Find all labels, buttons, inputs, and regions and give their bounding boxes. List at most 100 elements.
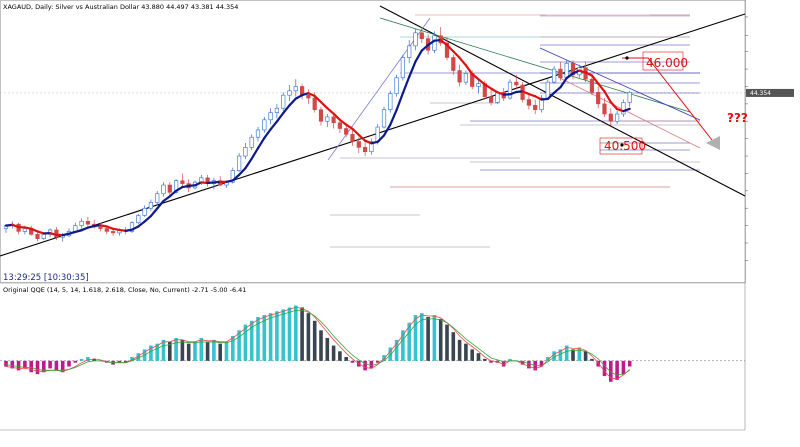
histogram-bar [225,342,229,361]
ma-segment [258,138,264,148]
price-candles [4,27,631,242]
candle-body [256,130,260,137]
ma-segment [611,102,617,109]
histogram-bar [464,344,468,361]
histogram-bar [622,361,626,374]
histogram-bar [578,347,582,360]
candle-body [628,92,632,102]
candle-body [420,33,424,39]
indicator-header: Original QQE (14, 5, 14, 1.618, 2.618, C… [3,286,246,294]
question-annotation: ??? [727,111,748,125]
ma-segment [151,209,157,217]
histogram-bar [376,361,380,363]
ma-segment [460,58,466,66]
histogram-bar [4,361,8,367]
candle-body [244,147,248,156]
candle-body [319,110,323,122]
candle-body [363,147,367,151]
candle-body [168,185,172,192]
histogram-bar [571,349,575,360]
ma-segment [277,113,283,121]
histogram-bar [483,359,487,361]
histogram-bar [181,340,185,361]
candle-body [477,84,481,87]
ma-segment [453,51,459,57]
candle-body [23,229,27,232]
histogram-bar [80,359,84,361]
ma-segment [245,159,251,169]
candle-body [414,33,418,46]
candle-body [533,105,537,109]
candle-body [401,57,405,77]
anchor-point [625,56,628,59]
ma-segment [416,51,422,62]
histogram-bar [237,330,241,361]
histogram-bar [433,315,437,361]
histogram-bar [313,321,317,361]
histogram-bar [48,361,52,369]
trend-lines [0,6,745,256]
histogram-bar [439,319,443,361]
histogram-bar [200,338,204,361]
candle-body [80,221,84,225]
histogram-bar [300,307,304,360]
candle-body [263,120,267,130]
qqe-fast-line [6,307,630,379]
candle-body [344,129,348,135]
ma-segment [321,102,327,108]
candle-body [527,100,531,106]
ma-segment [290,99,296,106]
candle-body [326,117,330,121]
candle-body [42,234,46,238]
histogram-bar [332,346,336,361]
candle-body [464,73,468,82]
candle-body [36,234,40,238]
qqe-slow-line [6,310,630,375]
candle-body [382,110,386,127]
histogram-bar [17,361,21,371]
ma-segment [554,87,560,93]
histogram-bar [344,357,348,361]
histogram-bar [351,361,355,363]
histogram-bar [477,353,481,361]
candle-body [452,57,456,70]
candle-body [181,181,185,184]
rising-trendline [0,14,745,256]
candle-body [143,208,147,215]
current-price-label: 44.354 [750,90,771,97]
candle-body [590,79,594,92]
histogram-bar [288,307,292,360]
candle-body [546,82,550,98]
histogram-bar [338,351,342,361]
candle-body [407,46,411,58]
histogram-bar [414,315,418,361]
histogram-bar [55,361,59,371]
histogram-bar [187,344,191,361]
candle-body [351,134,355,141]
histogram-bar [36,361,40,374]
histogram-bar [584,351,588,361]
histogram-bar [74,361,78,363]
candle-body [395,78,399,94]
candle-body [99,227,103,228]
histogram-bar [294,306,298,361]
histogram-bar [281,309,285,360]
target-low-label: 40.500 [604,139,646,153]
histogram-bar [452,332,456,361]
histogram-bar [363,361,367,371]
candle-body [155,194,159,203]
candle-body [86,221,90,224]
histogram-bar [29,361,33,372]
candle-body [111,231,115,232]
candle-body [508,82,512,98]
candle-body [149,202,153,208]
candle-body [281,95,285,108]
histogram-bar [307,313,311,361]
histogram-bar [445,325,449,361]
candle-body [615,114,619,121]
channel-line [380,18,690,112]
ma-segment [409,62,415,77]
histogram-bar [326,338,330,361]
